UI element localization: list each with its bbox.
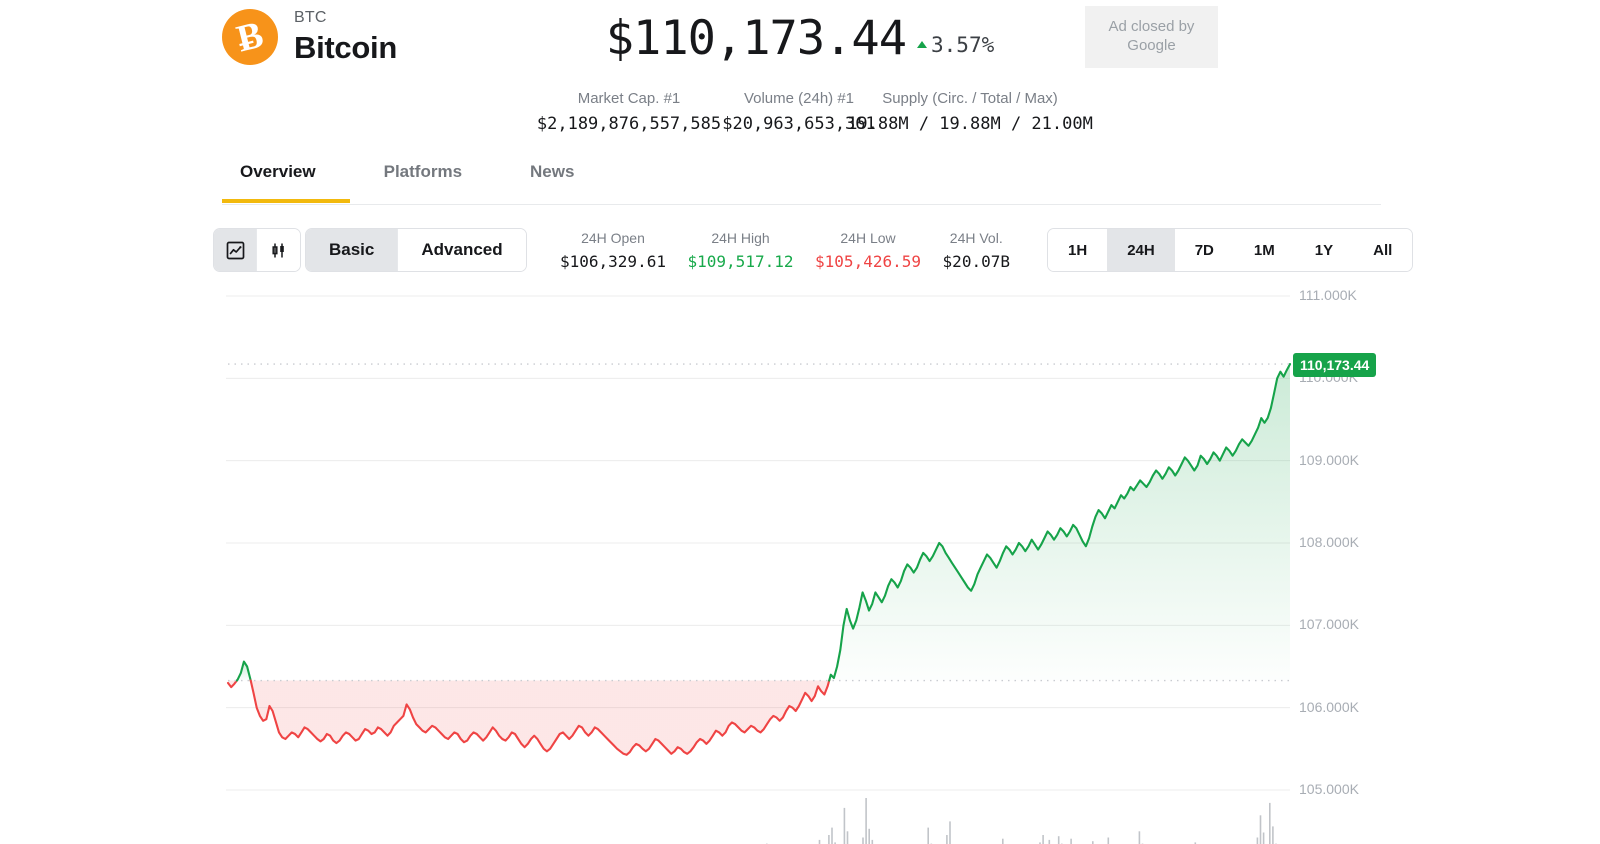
range-24h-button[interactable]: 24H: [1107, 229, 1175, 271]
price-chart[interactable]: 111.000K 110.000K 109.000K 108.000K 107.000K…: [0, 282, 1600, 844]
price-chart-canvas[interactable]: [0, 282, 1600, 844]
tab-platforms[interactable]: Platforms: [383, 162, 463, 181]
coin-identity: Ƀ BTC Bitcoin: [222, 8, 397, 65]
stat-24h-high: 24H High $109,517.12: [688, 228, 794, 275]
stat-value: 19.88M / 19.88M / 21.00M: [847, 113, 1093, 134]
candlestick-chart-icon: [269, 241, 288, 260]
market-stats-row: Market Cap. #1 $2,189,876,557,585 Volume…: [0, 88, 1600, 137]
stat-label: Market Cap. #1: [577, 90, 681, 107]
chart-type-switch: [213, 228, 301, 272]
triangle-up-icon: [917, 41, 928, 48]
stat-market-cap: Market Cap. #1 $2,189,876,557,585: [535, 88, 723, 137]
y-axis-tick-label: 105.000K: [1299, 781, 1359, 797]
bitcoin-icon: Ƀ: [222, 8, 278, 65]
range-1m-button[interactable]: 1M: [1233, 229, 1295, 271]
coin-name: Bitcoin: [294, 29, 397, 65]
current-price-badge: 110,173.44: [1293, 353, 1377, 378]
stat-24h-volume: 24H Vol. $20.07B: [943, 228, 1010, 275]
ad-line-1: Ad closed by: [1108, 18, 1195, 36]
stat-supply: Supply (Circ. / Total / Max) 19.88M / 19…: [847, 88, 1093, 137]
stat-label: 24H Low: [840, 230, 896, 246]
chart-toolbar: Basic Advanced 24H Open $106,329.61 24H …: [0, 228, 1600, 274]
range-1y-button[interactable]: 1Y: [1294, 229, 1354, 271]
stat-value: $105,426.59: [815, 252, 921, 271]
bitcoin-logo-glyph: Ƀ: [232, 13, 268, 61]
tab-overview[interactable]: Overview: [222, 162, 350, 203]
y-axis-tick-label: 109.000K: [1299, 451, 1359, 468]
time-range-switch: 1H 24H 7D 1M 1Y All: [1047, 228, 1414, 272]
stat-24h-low: 24H Low $105,426.59: [815, 228, 921, 275]
tab-news[interactable]: News: [530, 162, 575, 181]
section-tabs: Overview Platforms News: [222, 162, 608, 203]
line-chart-icon-button[interactable]: [214, 229, 257, 271]
chart-mode-switch: Basic Advanced: [305, 228, 527, 272]
stat-label: Volume (24h) #1: [743, 90, 855, 107]
stats-24h-row: 24H Open $106,329.61 24H High $109,517.1…: [560, 228, 1010, 275]
stat-value: $109,517.12: [687, 252, 794, 271]
tabs-divider: [222, 204, 1381, 205]
mode-basic-button[interactable]: Basic: [306, 229, 399, 271]
line-chart-icon: [226, 241, 245, 260]
price-change-percent: 3.57%: [931, 32, 995, 57]
stat-value: $20,963,653,361: [722, 113, 876, 134]
ad-line-2: Google: [1127, 37, 1176, 54]
stat-label: 24H High: [711, 230, 770, 246]
y-axis-tick-label: 108.000K: [1299, 534, 1359, 550]
coin-symbol: BTC: [294, 9, 327, 26]
stat-label: Supply (Circ. / Total / Max): [882, 90, 1058, 107]
stat-24h-open: 24H Open $106,329.61: [560, 228, 666, 275]
stat-value: $20.07B: [942, 252, 1010, 271]
y-axis-tick-label: 106.000K: [1299, 698, 1359, 715]
stat-label: 24H Vol.: [949, 230, 1003, 246]
stat-volume-24h: Volume (24h) #1 $20,963,653,361: [722, 88, 876, 137]
range-1h-button[interactable]: 1H: [1048, 229, 1108, 271]
ad-placeholder: Ad closed by Google: [1085, 6, 1218, 68]
y-axis-tick-label: 111.000K: [1299, 287, 1357, 303]
mode-advanced-button[interactable]: Advanced: [398, 229, 526, 271]
current-price: $110,173.44: [605, 11, 907, 66]
stat-label: 24H Open: [581, 230, 645, 246]
y-axis-tick-label: 107.000K: [1299, 616, 1359, 633]
page-header: Ƀ BTC Bitcoin $110,173.44 3.57% Ad close…: [0, 0, 1600, 150]
price-change: 3.57%: [917, 33, 994, 57]
stat-value: $2,189,876,557,585: [536, 113, 722, 134]
range-7d-button[interactable]: 7D: [1174, 229, 1234, 271]
stat-value: $106,329.61: [560, 252, 666, 271]
range-all-button[interactable]: All: [1353, 229, 1413, 271]
candlestick-chart-icon-button[interactable]: [257, 229, 300, 271]
